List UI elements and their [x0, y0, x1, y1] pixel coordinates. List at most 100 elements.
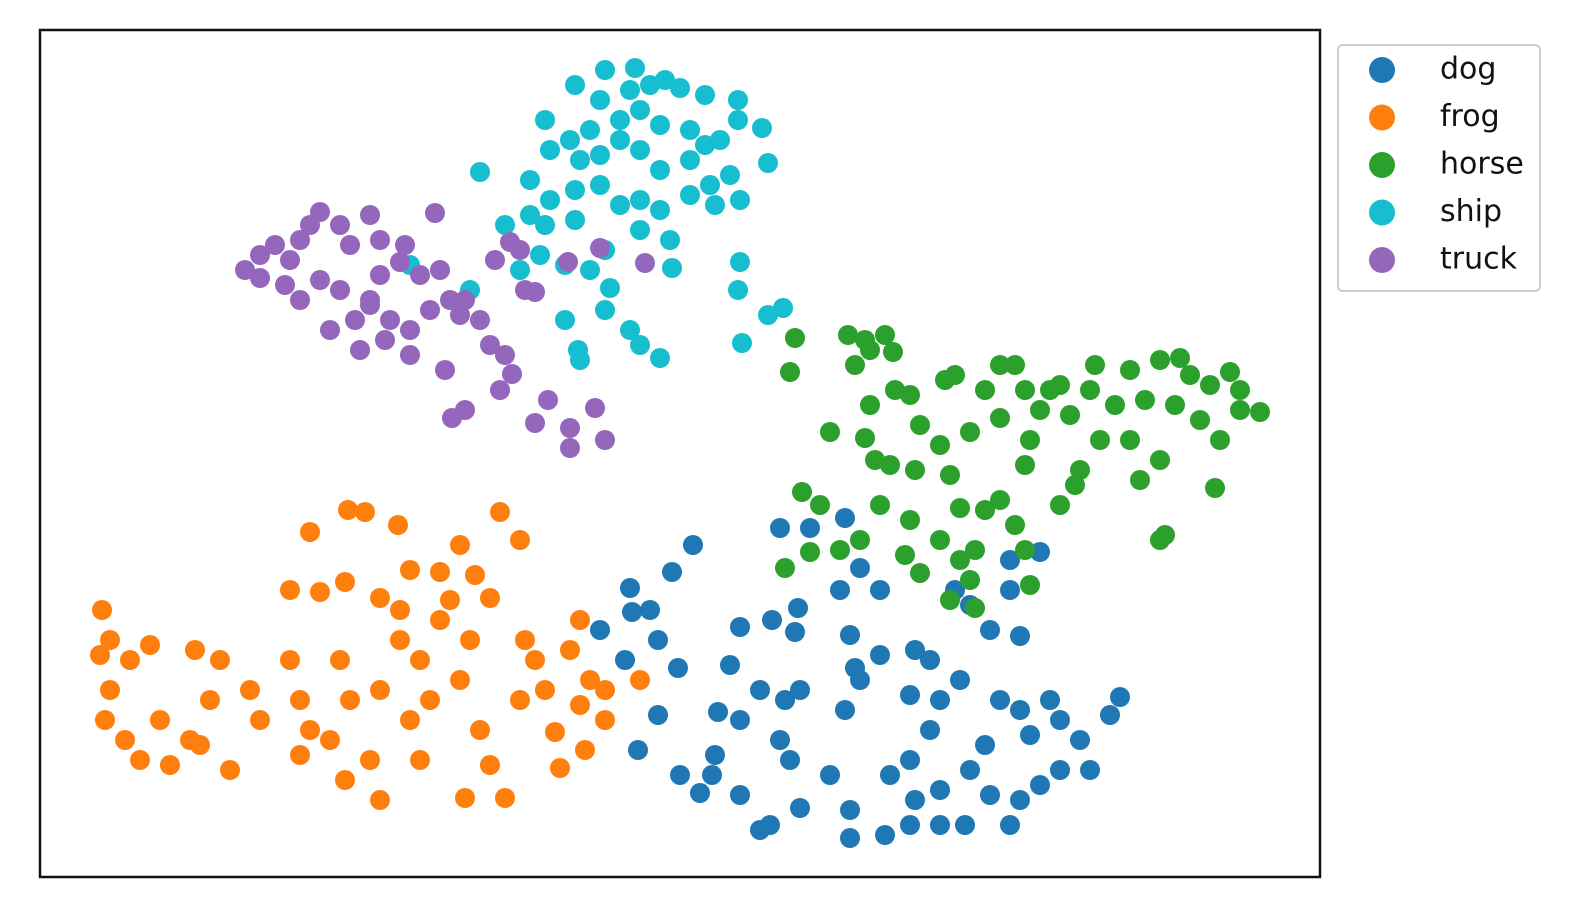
point [190, 735, 210, 755]
point [732, 333, 752, 353]
point [265, 235, 285, 255]
point [960, 570, 980, 590]
point [910, 415, 930, 435]
point [610, 130, 630, 150]
point [1200, 375, 1220, 395]
point [210, 650, 230, 670]
point [220, 760, 240, 780]
point [1030, 400, 1050, 420]
point [395, 235, 415, 255]
point [845, 355, 865, 375]
point [762, 610, 782, 630]
point [1170, 348, 1190, 368]
point [635, 253, 655, 273]
legend-label: truck [1440, 242, 1518, 277]
point [200, 690, 220, 710]
point [538, 390, 558, 410]
point [545, 722, 565, 742]
point [650, 160, 670, 180]
point [525, 650, 545, 670]
point [390, 630, 410, 650]
point [1085, 355, 1105, 375]
point [490, 502, 510, 522]
point [400, 320, 420, 340]
point [115, 730, 135, 750]
point [950, 670, 970, 690]
point [525, 282, 545, 302]
point [515, 630, 535, 650]
point [900, 685, 920, 705]
point [280, 580, 300, 600]
point [335, 572, 355, 592]
point [1080, 760, 1100, 780]
point [410, 265, 430, 285]
point [955, 815, 975, 835]
point [400, 560, 420, 580]
point [728, 280, 748, 300]
point [1205, 478, 1225, 498]
point [1120, 360, 1140, 380]
plot-frame [38, 28, 1322, 879]
point [680, 185, 700, 205]
point [1180, 365, 1200, 385]
point [370, 790, 390, 810]
point [990, 355, 1010, 375]
point [370, 680, 390, 700]
point [830, 540, 850, 560]
point [320, 320, 340, 340]
point [945, 365, 965, 385]
point [840, 800, 860, 820]
point [620, 320, 640, 340]
point [130, 750, 150, 770]
point [975, 500, 995, 520]
point [940, 465, 960, 485]
point [470, 310, 490, 330]
point [950, 498, 970, 518]
point [900, 510, 920, 530]
point [470, 162, 490, 182]
point [860, 395, 880, 415]
point [480, 335, 500, 355]
point [1210, 430, 1230, 450]
point [410, 750, 430, 770]
point [975, 380, 995, 400]
point [300, 720, 320, 740]
point [730, 785, 750, 805]
point [630, 140, 650, 160]
point [1230, 400, 1250, 420]
point [840, 625, 860, 645]
point [330, 280, 350, 300]
point [900, 385, 920, 405]
point [690, 783, 710, 803]
point [662, 258, 682, 278]
point [575, 740, 595, 760]
point [360, 750, 380, 770]
point [930, 780, 950, 800]
point [770, 730, 790, 750]
point [558, 252, 578, 272]
point [92, 600, 112, 620]
point [850, 670, 870, 690]
point [370, 230, 390, 250]
point [965, 540, 985, 560]
point [1110, 687, 1130, 707]
point [730, 617, 750, 637]
point [810, 495, 830, 515]
point [440, 290, 460, 310]
point [975, 735, 995, 755]
point [410, 650, 430, 670]
point [345, 310, 365, 330]
point [495, 345, 515, 365]
point [1165, 395, 1185, 415]
point [595, 430, 615, 450]
point [535, 215, 555, 235]
point [1050, 495, 1070, 515]
point [708, 702, 728, 722]
point [595, 710, 615, 730]
point [800, 542, 820, 562]
point [565, 210, 585, 230]
point [728, 110, 748, 130]
point [670, 78, 690, 98]
point [1040, 690, 1060, 710]
point [400, 710, 420, 730]
